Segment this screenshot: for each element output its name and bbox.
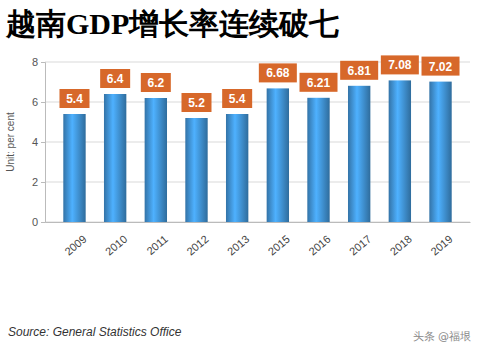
y-tick-label: 0 — [32, 216, 38, 228]
bar — [63, 114, 85, 222]
data-label-box — [300, 73, 338, 92]
x-axis: 2009 2010 2011 2012 2013 2015 2016 2017 2018 2019 — [46, 222, 471, 258]
x-tick: 2010 — [103, 222, 129, 258]
data-label-box — [100, 69, 130, 88]
data-label-box — [381, 55, 419, 74]
y-tick-label: 4 — [32, 136, 38, 148]
y-axis-line — [41, 63, 46, 223]
bar — [226, 114, 248, 222]
data-label: 5.2 — [188, 96, 205, 110]
data-label-box — [141, 73, 171, 92]
y-tick-mark — [41, 222, 45, 223]
y-tick-label: 8 — [32, 56, 38, 68]
data-label: 6.21 — [307, 76, 331, 90]
y-tick-mark — [41, 62, 45, 63]
x-tick-label: 2009 — [62, 233, 88, 258]
watermark: 头条 @福垠 — [413, 330, 472, 343]
data-label-box — [181, 93, 211, 112]
data-label: 5.4 — [229, 92, 246, 106]
title: 越南GDP增长率连续破七 — [5, 7, 339, 40]
data-label-box — [259, 63, 297, 82]
x-tick: 2017 — [347, 222, 373, 258]
bar — [267, 88, 289, 222]
chart: 越南GDP增长率连续破七02468Unit: per cent200920102… — [0, 0, 479, 354]
source-note: Source: General Statistics Office — [8, 325, 182, 339]
data-label: 6.4 — [107, 72, 124, 86]
y-tick: 8 — [32, 56, 45, 68]
y-tick-label: 6 — [32, 96, 38, 108]
y-tick-label: 2 — [32, 176, 38, 188]
data-label-box — [340, 61, 378, 80]
y-tick: 6 — [32, 96, 45, 108]
x-tick-label: 2010 — [103, 233, 129, 258]
data-label: 6.81 — [347, 64, 371, 78]
data-label: 6.68 — [266, 66, 290, 80]
x-tick-label: 2012 — [184, 233, 210, 258]
data-label-box — [59, 89, 89, 108]
x-tick-label: 2013 — [225, 233, 251, 258]
bars — [63, 80, 451, 222]
x-tick: 2012 — [184, 222, 210, 258]
bar — [145, 98, 167, 222]
x-axis-line — [46, 222, 471, 223]
x-tick-label: 2011 — [144, 233, 170, 257]
data-label-box — [422, 57, 460, 76]
y-axis-title: Unit: per cent — [5, 112, 16, 172]
bar — [185, 118, 207, 222]
bar — [348, 86, 370, 222]
grid — [45, 62, 470, 222]
data-label-box — [222, 89, 252, 108]
data-label: 5.4 — [66, 92, 83, 106]
data-label: 7.08 — [388, 58, 412, 72]
bar — [429, 82, 451, 222]
y-tick: 2 — [32, 176, 45, 188]
x-tick: 2013 — [225, 222, 251, 258]
x-tick-label: 2018 — [388, 233, 414, 258]
x-tick-label: 2016 — [306, 233, 332, 258]
y-tick: 0 — [32, 216, 45, 228]
x-tick: 2009 — [62, 222, 88, 258]
bar — [389, 80, 411, 222]
y-tick-mark — [41, 102, 45, 103]
x-tick: 2015 — [266, 222, 292, 258]
y-axis: 0 2 4 6 8 — [32, 56, 46, 228]
x-tick-label: 2017 — [347, 233, 373, 258]
bar — [307, 98, 329, 222]
bar — [104, 94, 126, 222]
data-label: 6.2 — [147, 76, 164, 90]
y-tick: 4 — [32, 136, 45, 148]
y-tick-mark — [41, 182, 45, 183]
x-tick: 2016 — [306, 222, 332, 258]
data-label: 7.02 — [429, 60, 453, 74]
x-tick: 2018 — [388, 222, 414, 258]
data-labels: 5.4 6.4 6.2 5.2 5.4 6.68 6.21 6.81 7.08 7.02 — [59, 55, 459, 112]
x-tick: 2019 — [428, 222, 454, 258]
x-tick: 2011 — [144, 222, 170, 257]
x-tick-label: 2015 — [266, 233, 292, 258]
x-tick-label: 2019 — [428, 233, 454, 258]
y-tick-mark — [41, 142, 45, 143]
